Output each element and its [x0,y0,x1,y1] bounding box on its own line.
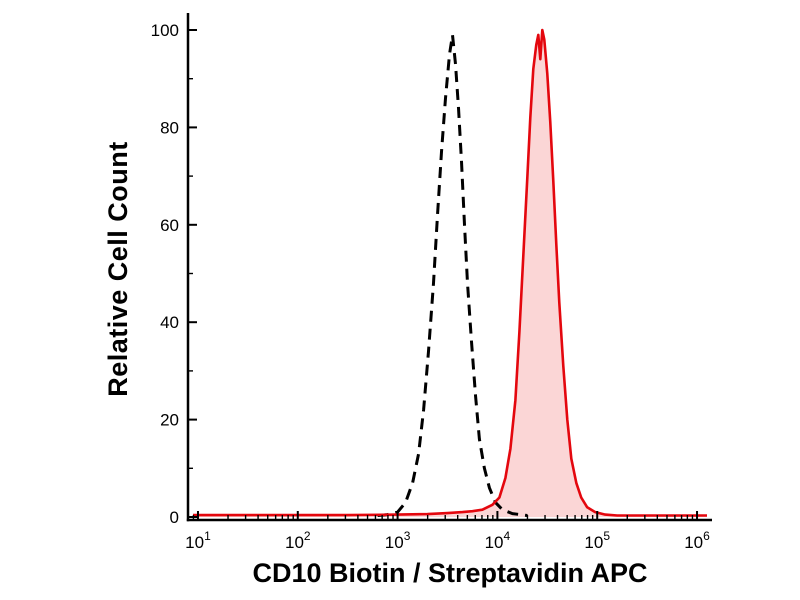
x-axis-tick-label: 106 [684,529,710,552]
y-axis-tick-label: 0 [170,508,179,527]
x-axis-tick-label: 104 [485,529,511,552]
x-axis-tick-label: 101 [185,529,211,552]
control-histogram-curve [377,33,528,517]
y-axis-tick-label: 20 [160,411,179,430]
stained-histogram-fill [193,30,707,517]
x-axis-title: CD10 Biotin / Streptavidin APC [252,558,648,588]
x-axis-tick-label: 105 [584,529,610,552]
stained-histogram-curve [193,28,707,517]
y-axis-tick-label: 100 [151,21,179,40]
x-axis-tick-label: 103 [385,529,411,552]
x-axis-tick-label: 102 [285,529,311,552]
y-axis-tick-label: 40 [160,313,179,332]
y-axis-title: Relative Cell Count [103,141,133,397]
y-axis-tick-label: 60 [160,216,179,235]
y-axis-tick-label: 80 [160,118,179,137]
